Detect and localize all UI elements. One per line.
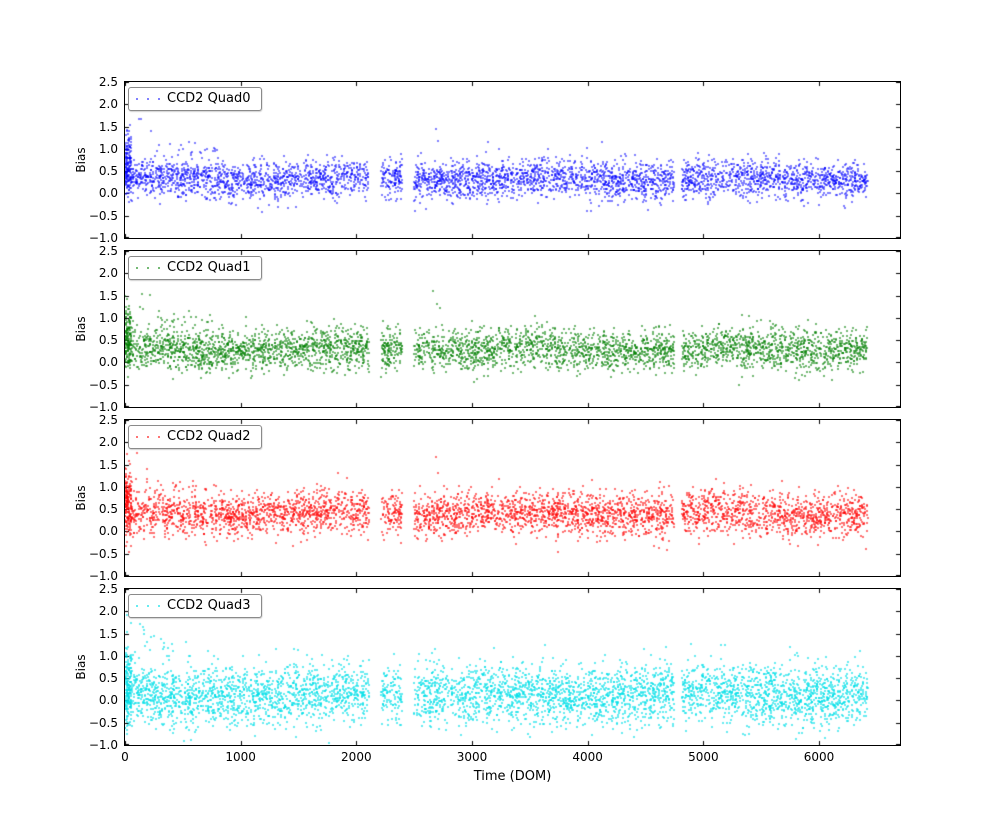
legend-dot-icon [158,98,160,100]
y-tick-label: 0.5 [98,502,118,517]
y-tick-label: 1.0 [98,648,118,663]
y-tick-label: 0.5 [98,333,118,348]
y-tick-label: 0.0 [98,524,118,539]
y-tick-label: −1.0 [88,569,118,583]
legend-dot-icon [158,436,160,438]
y-tick-label: 0.0 [98,186,118,201]
x-axis-label: Time (DOM) [473,769,552,784]
legend-dot-icon [147,267,149,269]
y-axis-label: Bias [74,485,88,511]
y-tick-label: 0.0 [98,693,118,708]
legend-ccd2-quad2: CCD2 Quad2 [128,425,262,449]
legend-marker-icon [129,595,167,617]
subplot-ccd2-quad1: CCD2 Quad1 [124,250,901,408]
y-tick-label: −1.0 [88,400,118,414]
legend-label: CCD2 Quad1 [167,260,251,275]
y-tick-label: 0.5 [98,671,118,686]
legend-label: CCD2 Quad2 [167,429,251,444]
y-axis-label: Bias [74,316,88,342]
y-tick-label: −1.0 [88,231,118,245]
y-tick-label: −0.5 [88,546,118,561]
y-tick-label: 2.5 [98,75,118,89]
y-tick-label: 1.5 [98,457,118,472]
legend-dot-icon [158,605,160,607]
y-tick-label: −1.0 [88,738,118,752]
y-tick-label: 0.0 [98,355,118,370]
y-tick-label: 2.5 [98,413,118,427]
y-tick-label: 2.0 [98,604,118,619]
y-tick-label: 1.0 [98,479,118,494]
legend-marker-icon [129,257,167,279]
legend-dot-icon [136,436,138,438]
legend-ccd2-quad1: CCD2 Quad1 [128,256,262,280]
subplot-ccd2-quad2: CCD2 Quad2 [124,419,901,577]
legend-label: CCD2 Quad0 [167,91,251,106]
y-tick-label: 2.0 [98,97,118,112]
legend-ccd2-quad0: CCD2 Quad0 [128,87,262,111]
y-tick-label: 0.5 [98,164,118,179]
legend-label: CCD2 Quad3 [167,598,251,613]
y-tick-label: −0.5 [88,377,118,392]
y-tick-label: 2.0 [98,266,118,281]
legend-dot-icon [147,98,149,100]
legend-marker-icon [129,426,167,448]
legend-ccd2-quad3: CCD2 Quad3 [128,594,262,618]
legend-dot-icon [136,267,138,269]
y-tick-label: −0.5 [88,208,118,223]
x-tick-label: 1000 [225,750,256,764]
y-tick-label: 1.5 [98,288,118,303]
y-tick-label: 2.5 [98,582,118,596]
legend-marker-icon [129,88,167,110]
y-tick-label: 2.5 [98,244,118,258]
legend-dot-icon [136,98,138,100]
x-tick-label: 5000 [688,750,719,764]
y-tick-label: −0.5 [88,715,118,730]
subplot-ccd2-quad3: CCD2 Quad3 [124,588,901,746]
x-tick-label: 4000 [572,750,603,764]
x-tick-label: 0 [121,750,129,764]
legend-dot-icon [147,605,149,607]
legend-dot-icon [158,267,160,269]
y-axis-label: Bias [74,654,88,680]
legend-dot-icon [136,605,138,607]
y-tick-label: 1.5 [98,626,118,641]
x-tick-label: 2000 [341,750,372,764]
legend-dot-icon [147,436,149,438]
y-tick-label: 1.0 [98,310,118,325]
subplot-ccd2-quad0: CCD2 Quad0 [124,81,901,239]
y-tick-label: 2.0 [98,435,118,450]
y-tick-label: 1.5 [98,119,118,134]
x-tick-label: 3000 [456,750,488,764]
y-axis-label: Bias [74,147,88,173]
x-tick-label: 6000 [803,750,835,764]
y-tick-label: 1.0 [98,141,118,156]
